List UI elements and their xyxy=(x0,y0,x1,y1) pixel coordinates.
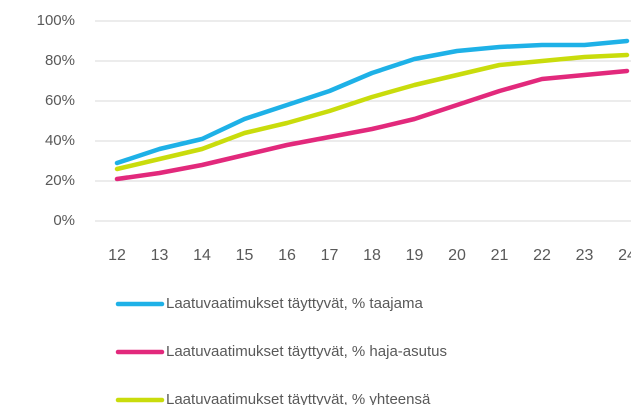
y-tick-label: 60% xyxy=(45,92,75,109)
x-tick-label: 21 xyxy=(491,247,509,264)
x-tick-label: 23 xyxy=(576,247,594,264)
x-tick-label: 17 xyxy=(321,247,339,264)
x-tick-label: 22 xyxy=(533,247,551,264)
x-tick-label: 19 xyxy=(406,247,424,264)
y-tick-label: 100% xyxy=(37,12,75,29)
x-tick-label: 16 xyxy=(278,247,296,264)
x-tick-label: 13 xyxy=(151,247,169,264)
x-tick-label: 14 xyxy=(193,247,211,264)
legend-label: Laatuvaatimukset täyttyvät, % yhteensä xyxy=(166,391,431,405)
x-tick-label: 20 xyxy=(448,247,466,264)
y-tick-label: 0% xyxy=(53,212,75,229)
series-line xyxy=(114,68,630,182)
series-line xyxy=(114,52,630,172)
legend-label: Laatuvaatimukset täyttyvät, % taajama xyxy=(166,295,423,312)
x-tick-label: 18 xyxy=(363,247,381,264)
x-tick-label: 12 xyxy=(108,247,126,264)
x-tick-label: 15 xyxy=(236,247,254,264)
x-tick-label: 24 xyxy=(618,247,631,264)
y-tick-label: 20% xyxy=(45,172,75,189)
series-line xyxy=(114,38,630,166)
y-tick-label: 40% xyxy=(45,132,75,149)
legend-label: Laatuvaatimukset täyttyvät, % haja-asutu… xyxy=(166,343,447,360)
y-tick-label: 80% xyxy=(45,52,75,69)
